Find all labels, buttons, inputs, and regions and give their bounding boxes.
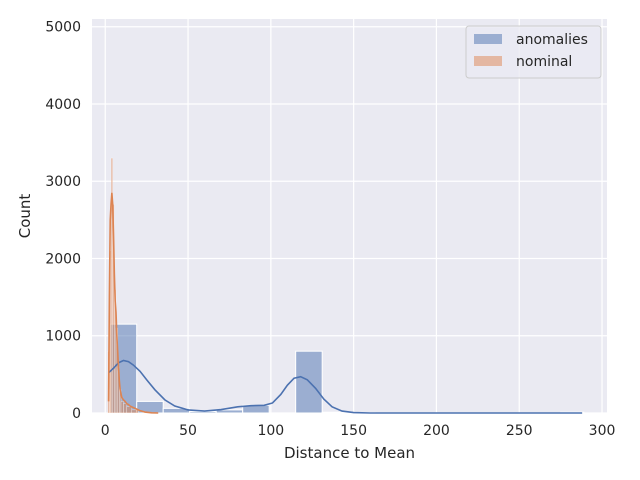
y-tick-label: 4000 [45,97,81,113]
x-tick-label: 150 [340,423,367,439]
y-tick-labels: 0 1000 2000 3000 4000 5000 [45,20,81,422]
x-tick-label: 250 [506,423,533,439]
legend-label-nominal: nominal [516,54,572,70]
y-tick-label: 5000 [45,20,81,36]
plot-background [92,19,607,413]
y-axis-title: Count [16,194,34,239]
kde-line-nominal [107,192,159,414]
kde-line-anomalies [108,359,583,414]
x-tick-label: 200 [423,423,450,439]
bar-nominal [126,406,132,414]
y-tick-label: 3000 [45,174,81,190]
y-tick-label: 2000 [45,251,81,267]
bar-anomalies [321,411,350,414]
y-tick-label: 0 [72,406,81,422]
bar-nominal [120,401,124,414]
x-tick-label: 0 [101,423,110,439]
bar-nominal [131,409,139,414]
x-tick-label: 50 [179,423,197,439]
legend-label-anomalies: anomalies [516,32,588,48]
legend-swatch-anomalies [474,34,502,44]
x-axis-title: Distance to Mean [284,444,415,462]
bar-nominal [123,403,127,414]
y-tick-label: 1000 [45,329,81,345]
x-tick-label: 100 [257,423,284,439]
legend: anomalies nominal [465,25,602,79]
x-tick-label: 300 [589,423,616,439]
kde-lines [107,192,583,414]
legend-swatch-nominal [474,56,502,66]
x-tick-labels: 0 50 100 150 200 250 300 [101,423,616,439]
